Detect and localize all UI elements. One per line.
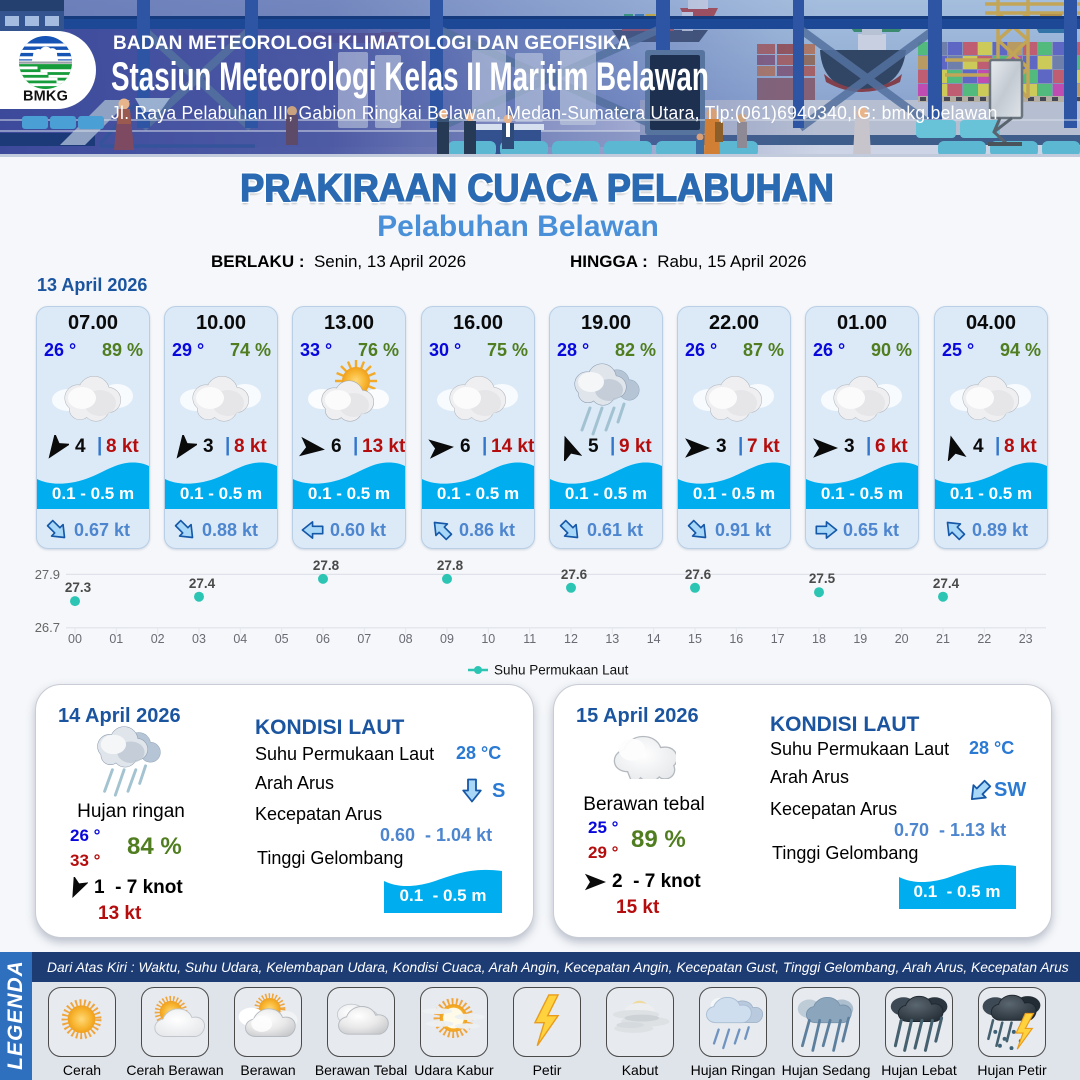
svg-text:13: 13 — [605, 632, 619, 646]
svg-text:27.8: 27.8 — [313, 558, 340, 573]
svg-text:27.5: 27.5 — [809, 571, 836, 586]
svg-text:16: 16 — [729, 632, 743, 646]
svg-text:06: 06 — [316, 632, 330, 646]
svg-text:04: 04 — [233, 632, 247, 646]
svg-text:Suhu Permukaan Laut: Suhu Permukaan Laut — [494, 663, 629, 678]
svg-text:00: 00 — [68, 632, 82, 646]
svg-text:11: 11 — [523, 632, 536, 646]
svg-text:21: 21 — [936, 632, 950, 646]
svg-text:19: 19 — [853, 632, 867, 646]
svg-text:14: 14 — [647, 632, 661, 646]
svg-text:0.1 - 0.5 m: 0.1 - 0.5 m — [914, 882, 1001, 901]
svg-text:22: 22 — [977, 632, 991, 646]
svg-text:23: 23 — [1019, 632, 1033, 646]
svg-text:12: 12 — [564, 632, 578, 646]
svg-text:18: 18 — [812, 632, 826, 646]
svg-text:05: 05 — [275, 632, 289, 646]
svg-text:20: 20 — [895, 632, 909, 646]
svg-text:09: 09 — [440, 632, 454, 646]
svg-text:BMKG: BMKG — [23, 89, 68, 105]
svg-text:27.4: 27.4 — [933, 576, 960, 591]
svg-text:0.1 - 0.5 m: 0.1 - 0.5 m — [400, 886, 487, 905]
svg-text:02: 02 — [151, 632, 165, 646]
svg-text:10: 10 — [481, 632, 495, 646]
svg-text:27.6: 27.6 — [685, 567, 712, 582]
svg-text:15: 15 — [688, 632, 702, 646]
svg-text:08: 08 — [399, 632, 413, 646]
svg-text:01: 01 — [109, 632, 123, 646]
svg-text:26.7: 26.7 — [35, 620, 60, 635]
svg-text:17: 17 — [771, 632, 785, 646]
svg-text:27.3: 27.3 — [65, 580, 92, 595]
svg-text:27.8: 27.8 — [437, 558, 464, 573]
svg-text:27.6: 27.6 — [561, 567, 588, 582]
svg-text:03: 03 — [192, 632, 206, 646]
svg-text:07: 07 — [357, 632, 371, 646]
svg-text:27.9: 27.9 — [35, 567, 60, 582]
svg-text:27.4: 27.4 — [189, 576, 216, 591]
